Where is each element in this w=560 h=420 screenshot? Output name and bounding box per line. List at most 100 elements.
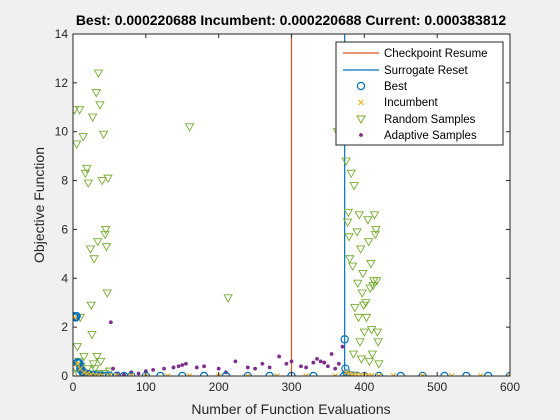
y-tick-label: 12	[55, 76, 69, 90]
adaptive-sample-point	[253, 366, 257, 371]
chart-title: Best: 0.000220688 Incumbent: 0.000220688…	[76, 12, 507, 28]
x-axis-label: Number of Function Evaluations	[191, 401, 390, 417]
adaptive-sample-point	[111, 366, 115, 371]
incumbent-point	[507, 373, 510, 376]
y-tick-label: 10	[55, 125, 69, 139]
y-tick-label: 0	[61, 369, 68, 383]
random-sample-point	[371, 277, 382, 286]
random-sample-point	[343, 208, 354, 218]
random-sample-point	[95, 357, 106, 367]
adaptive-sample-point	[151, 367, 156, 372]
random-sample-point	[363, 216, 373, 225]
random-sample-point	[357, 289, 367, 298]
adaptive-sample-point	[315, 357, 319, 361]
random-sample-point	[73, 140, 82, 149]
random-sample-point	[355, 245, 366, 254]
data-markers	[73, 69, 510, 376]
adaptive-sample-point	[233, 359, 238, 364]
adaptive-sample-point	[340, 344, 345, 349]
random-sample-point	[73, 106, 80, 115]
random-sample-point	[371, 225, 381, 235]
legend-item-adaptive-samples: Adaptive Samples	[359, 130, 477, 142]
random-sample-point	[184, 123, 195, 132]
x-ticks: 0 100 200 300 400 500 600	[70, 34, 520, 394]
adaptive-sample-point	[311, 360, 316, 365]
adaptive-sample-point	[277, 354, 282, 359]
x-tick-label: 500	[427, 380, 447, 394]
legend-item-random-samples: Random Samples	[356, 114, 476, 126]
adaptive-sample-point	[260, 361, 265, 366]
adaptive-sample-point	[318, 359, 323, 364]
random-sample-point	[92, 238, 103, 247]
legend-label-random-samples: Random Samples	[384, 114, 476, 126]
random-sample-point	[348, 350, 359, 359]
legend-swatch-best	[356, 81, 366, 91]
random-sample-point	[367, 350, 378, 359]
adaptive-sample-point	[299, 364, 303, 369]
adaptive-sample-point	[122, 372, 126, 376]
random-sample-point	[88, 360, 99, 369]
adaptive-sample-point	[136, 371, 141, 376]
random-sample-point	[82, 164, 92, 174]
adaptive-sample-point	[176, 364, 181, 369]
legend-label-incumbent: Incumbent	[384, 97, 439, 109]
random-sample-point	[73, 343, 83, 352]
x-tick-label: 0	[70, 380, 77, 394]
y-tick-label: 8	[61, 174, 68, 188]
random-sample-point	[98, 130, 109, 140]
x-tick-label: 300	[281, 380, 301, 394]
x-tick-label: 400	[354, 380, 374, 394]
random-sample-point	[353, 279, 363, 289]
random-sample-point	[74, 106, 85, 115]
adaptive-sample-point	[329, 352, 334, 356]
random-sample-point	[346, 169, 356, 179]
random-sample-point	[350, 304, 360, 313]
legend-swatch-random-samples	[356, 115, 366, 125]
random-sample-point	[87, 331, 97, 340]
y-tick-label: 2	[61, 320, 68, 334]
adaptive-sample-point	[180, 363, 185, 367]
random-sample-point	[95, 101, 105, 110]
random-sample-point	[349, 182, 359, 191]
adaptive-sample-point	[284, 361, 289, 366]
best-point	[340, 335, 349, 344]
legend-item-incumbent: Incumbent	[358, 97, 439, 109]
random-sample-point	[344, 233, 354, 242]
random-sample-point	[78, 133, 88, 142]
adaptive-sample-point	[326, 364, 330, 369]
legend-swatch-adaptive-samples	[359, 133, 363, 137]
random-sample-point	[353, 313, 364, 323]
legend-item-best: Best	[356, 81, 408, 93]
legend: Checkpoint Resume Surrogate Reset Best I…	[335, 41, 504, 146]
random-sample-point	[366, 260, 376, 269]
adaptive-sample-point	[171, 365, 176, 370]
adaptive-sample-point	[108, 320, 113, 325]
random-sample-point	[91, 89, 102, 98]
legend-swatch-incumbent	[358, 99, 364, 106]
random-sample-point	[364, 357, 375, 367]
y-tick-label: 6	[61, 222, 68, 236]
random-sample-point	[223, 294, 233, 303]
random-sample-point	[363, 238, 374, 247]
random-sample-point	[90, 365, 100, 374]
incumbent-point	[74, 360, 81, 367]
random-sample-point	[103, 174, 113, 184]
adaptive-sample-point	[245, 365, 250, 370]
random-sample-point	[92, 353, 102, 362]
adaptive-sample-point	[333, 366, 338, 371]
adaptive-sample-point	[267, 365, 272, 370]
random-sample-point	[85, 245, 96, 254]
random-sample-point	[89, 255, 99, 264]
random-sample-point	[83, 179, 94, 188]
adaptive-sample-point	[322, 360, 327, 365]
y-axis-label: Objective Function	[31, 147, 47, 263]
adaptive-sample-point	[289, 359, 294, 364]
random-sample-point	[361, 313, 372, 323]
random-sample-point	[87, 113, 98, 122]
random-sample-point	[342, 218, 353, 228]
random-sample-point	[100, 225, 111, 235]
random-sample-point	[361, 299, 371, 308]
legend-item-checkpoint-resume: Checkpoint Resume	[343, 48, 488, 60]
incumbent-point	[81, 369, 87, 376]
